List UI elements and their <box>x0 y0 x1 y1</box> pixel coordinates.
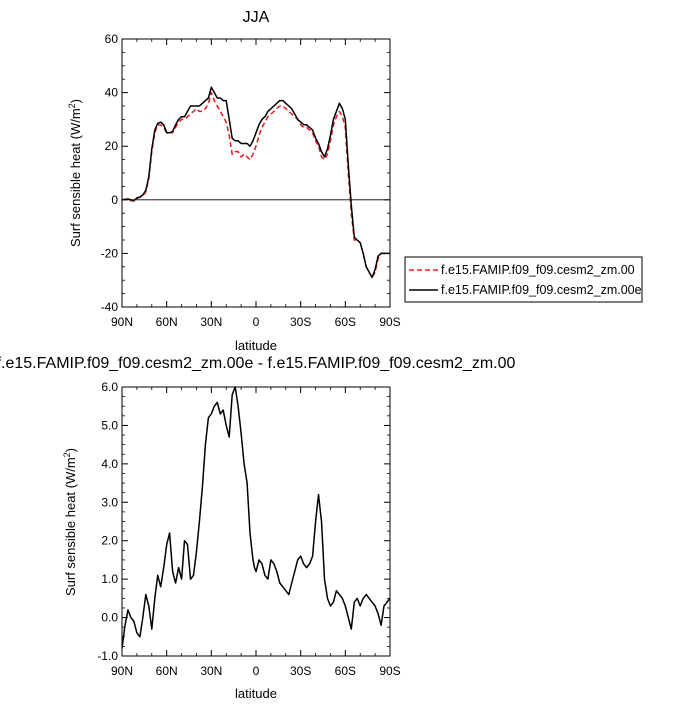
bottom-y-tick-label: 1.0 <box>101 572 118 586</box>
bottom-x-tick-label: 30S <box>290 664 311 678</box>
top-x-axis-label: latitude <box>235 338 277 353</box>
top-y-axis-label: Surf sensible heat (W/m2) <box>67 99 83 247</box>
top-series-group <box>121 86 390 279</box>
bottom-y-tick-label: 3.0 <box>101 495 118 509</box>
bottom-x-tick-label: 90N <box>111 664 133 678</box>
bottom-plot-frame <box>121 386 391 657</box>
bottom-x-tick-label: 0 <box>253 664 260 678</box>
top-x-tick-label: 90S <box>379 315 400 329</box>
bottom-chart-title: f.e15.FAMIP.f09_f09.cesm2_zm.00e - f.e15… <box>0 355 516 372</box>
top-panel: JJA -40 -20 0 20 40 60 90N 60N 30N 0 30S 60S 90S la… <box>67 9 643 353</box>
top-x-axis: 90N 60N 30N 0 30S 60S 90S <box>111 39 401 329</box>
top-y-tick-label: 20 <box>105 139 119 153</box>
bottom-x-tick-label: 60S <box>335 664 356 678</box>
top-x-tick-label: 60N <box>156 315 178 329</box>
bottom-x-tick-label: 90S <box>379 664 400 678</box>
top-x-tick-label: 30S <box>290 315 311 329</box>
legend-box <box>404 256 643 303</box>
top-y-axis: -40 -20 0 20 40 60 <box>101 32 390 314</box>
top-y-tick-label: 0 <box>111 193 118 207</box>
bottom-y-tick-label: 2.0 <box>101 534 118 548</box>
bottom-y-axis-label: Surf sensible heat (W/m2) <box>62 448 78 596</box>
bottom-x-tick-label: 60N <box>156 664 178 678</box>
legend-label-series-2: f.e15.FAMIP.f09_f09.cesm2_zm.00e <box>441 283 642 297</box>
legend-label-series-1: f.e15.FAMIP.f09_f09.cesm2_zm.00 <box>441 263 635 277</box>
top-plot-frame <box>121 38 391 308</box>
bottom-y-tick-label: -1.0 <box>97 649 118 663</box>
top-y-tick-label: -20 <box>101 246 119 260</box>
top-y-tick-label: 40 <box>105 86 119 100</box>
top-x-tick-label: 60S <box>335 315 356 329</box>
bottom-x-axis: 90N 60N 30N 0 30S 60S 90S <box>111 387 401 678</box>
top-y-tick-label: -40 <box>101 300 119 314</box>
bottom-y-tick-label: 4.0 <box>101 457 118 471</box>
bottom-y-axis: -1.0 0.0 1.0 2.0 3.0 4.0 5.0 6.0 <box>97 380 390 663</box>
legend: f.e15.FAMIP.f09_f09.cesm2_zm.00 f.e15.FA… <box>404 256 643 303</box>
top-chart-title: JJA <box>243 9 270 26</box>
top-x-tick-label: 30N <box>200 315 222 329</box>
top-x-tick-label: 0 <box>253 315 260 329</box>
top-y-tick-label: 60 <box>105 32 119 46</box>
bottom-series-line-1 <box>121 386 391 649</box>
top-x-tick-label: 90N <box>111 315 133 329</box>
bottom-y-tick-label: 5.0 <box>101 418 118 432</box>
top-series-line-2 <box>121 86 390 279</box>
bottom-y-tick-label: 0.0 <box>101 611 118 625</box>
bottom-y-tick-label: 6.0 <box>101 380 118 394</box>
bottom-x-tick-label: 30N <box>200 664 222 678</box>
bottom-series-group <box>121 386 391 649</box>
bottom-x-axis-label: latitude <box>235 686 277 701</box>
bottom-panel: f.e15.FAMIP.f09_f09.cesm2_zm.00e - f.e15… <box>0 355 516 701</box>
